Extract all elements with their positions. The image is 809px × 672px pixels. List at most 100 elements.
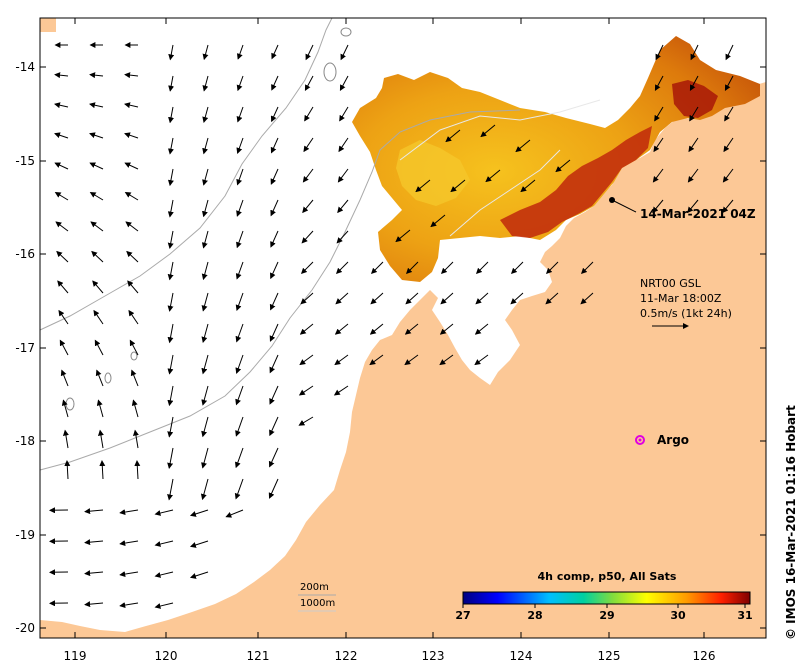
colorbar-tick-label: 28 xyxy=(527,609,542,622)
current-vector xyxy=(474,323,489,335)
current-vector xyxy=(335,261,349,275)
y-axis: -14 -15 -16 -17 -18 -19 -20 xyxy=(15,60,766,635)
y-tick-label: -20 xyxy=(15,621,35,635)
map-border xyxy=(39,17,767,639)
current-vector xyxy=(89,72,104,79)
current-vector xyxy=(235,354,244,374)
current-vector xyxy=(201,447,209,469)
isobath-sst-1 xyxy=(399,99,601,161)
current-vector xyxy=(201,261,209,281)
current-vector xyxy=(60,369,69,387)
current-vector xyxy=(201,292,209,312)
current-vector xyxy=(84,601,104,608)
current-vector xyxy=(167,137,174,155)
current-vector xyxy=(189,571,209,579)
current-vector xyxy=(580,261,594,275)
island xyxy=(340,27,352,37)
current-vector xyxy=(201,230,209,249)
current-vector xyxy=(89,102,104,109)
current-vector xyxy=(201,323,209,343)
current-vector xyxy=(269,292,279,311)
current-vector xyxy=(54,191,69,201)
current-vector xyxy=(405,292,419,305)
current-vector xyxy=(84,539,104,546)
current-vector xyxy=(201,416,209,438)
colorbar-tick-label: 31 xyxy=(737,609,752,622)
current-vector xyxy=(270,199,279,217)
current-vector xyxy=(132,429,139,449)
current-vector xyxy=(510,292,524,305)
current-vector xyxy=(269,354,279,374)
current-vector xyxy=(269,323,279,342)
current-vector xyxy=(652,199,664,214)
y-tick-label: -15 xyxy=(15,154,35,168)
current-vector xyxy=(430,214,446,228)
current-vector xyxy=(334,354,349,366)
current-vector xyxy=(335,292,349,305)
current-vector xyxy=(89,132,104,139)
land-fragment xyxy=(40,18,56,32)
y-tick-label: -18 xyxy=(15,434,35,448)
current-vector xyxy=(405,261,419,275)
current-vector xyxy=(270,137,279,154)
current-vector xyxy=(235,416,244,437)
argo-label: Argo xyxy=(657,433,689,447)
current-vector xyxy=(334,323,349,335)
current-vector xyxy=(167,199,174,218)
current-vector xyxy=(167,385,174,407)
current-vector xyxy=(62,429,69,449)
current-vector xyxy=(300,261,314,275)
current-vector xyxy=(689,106,699,122)
current-vector xyxy=(555,159,571,173)
current-vector xyxy=(234,447,244,469)
current-vector xyxy=(202,44,209,61)
current-vector xyxy=(97,429,104,449)
current-vector xyxy=(119,602,139,609)
sst-time-marker xyxy=(609,197,615,203)
current-vector xyxy=(688,137,699,153)
current-vector xyxy=(270,230,279,248)
isobath-legend-200m: 200m xyxy=(300,582,329,593)
current-vector xyxy=(167,292,174,312)
current-vector xyxy=(236,75,244,92)
current-vector xyxy=(89,162,104,170)
current-vector xyxy=(168,75,175,92)
current-vector xyxy=(304,75,314,91)
current-vector xyxy=(439,354,454,366)
current-vector xyxy=(333,385,349,396)
current-vector xyxy=(234,478,244,500)
current-vector xyxy=(96,399,104,418)
current-vector xyxy=(154,602,174,609)
colorbar-ticks: 27 28 29 30 31 xyxy=(455,604,753,622)
current-vector xyxy=(92,280,104,294)
current-vector xyxy=(303,137,314,153)
isobath-1000m xyxy=(39,17,333,331)
current-vector xyxy=(336,230,349,244)
current-vector xyxy=(124,72,139,79)
current-vector xyxy=(54,102,69,109)
x-axis: 119 120 121 122 123 124 125 126 xyxy=(64,18,715,663)
current-vector xyxy=(58,309,69,325)
current-vector xyxy=(724,106,734,122)
isobath-sst-2 xyxy=(449,149,561,237)
current-vector xyxy=(119,509,139,516)
current-vector xyxy=(304,106,314,122)
current-vector xyxy=(337,168,349,183)
isobath-200m xyxy=(39,109,521,471)
current-vector xyxy=(54,162,69,170)
colorbar-title: 4h comp, p50, All Sats xyxy=(538,570,677,583)
current-vector xyxy=(269,416,279,437)
current-vector xyxy=(687,168,699,183)
current-vector xyxy=(124,102,139,109)
current-vector xyxy=(580,292,594,305)
current-vector xyxy=(93,309,104,325)
current-vector xyxy=(168,44,175,61)
argo-marker xyxy=(635,435,645,445)
x-tick-label: 121 xyxy=(247,649,270,663)
current-vector xyxy=(722,199,734,214)
y-tick-label: -19 xyxy=(15,528,35,542)
current-vector xyxy=(690,44,699,61)
y-tick-label: -17 xyxy=(15,341,35,355)
current-vector xyxy=(520,179,536,193)
current-vector xyxy=(84,570,104,577)
